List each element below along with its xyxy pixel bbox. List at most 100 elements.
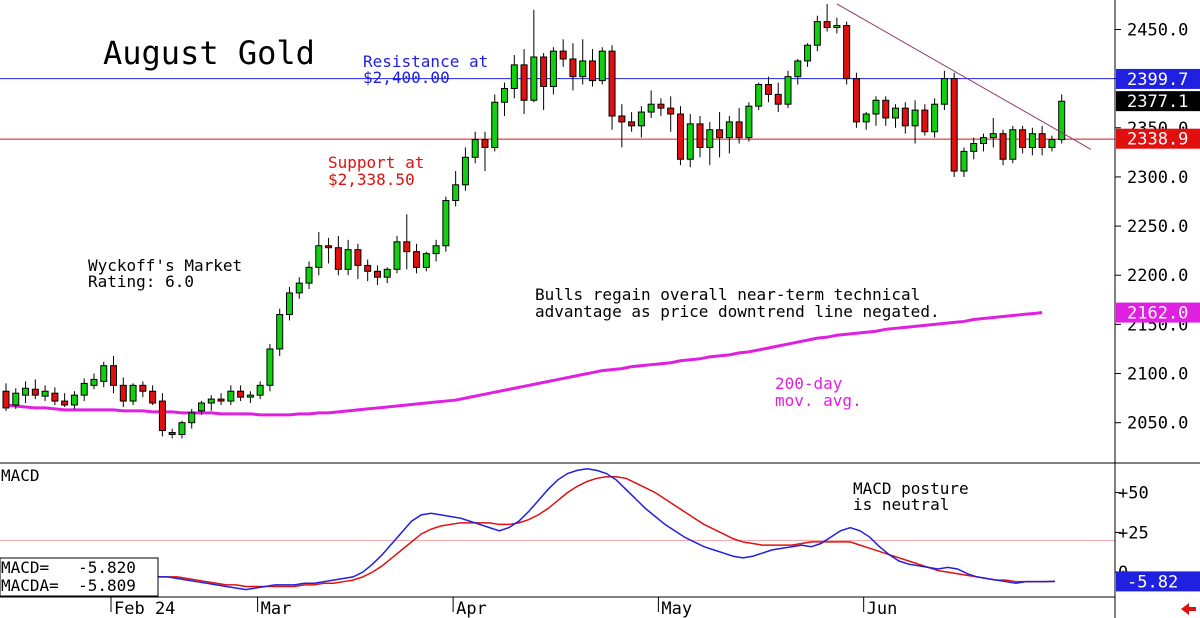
candle xyxy=(540,53,548,111)
candle xyxy=(422,251,430,272)
candle-body xyxy=(276,314,284,350)
price-tag-bg xyxy=(1116,91,1200,112)
resistance-label: Resistance at xyxy=(363,52,488,71)
candle xyxy=(51,387,59,405)
candle xyxy=(813,15,821,52)
candle xyxy=(872,96,880,126)
candle-body xyxy=(892,107,900,119)
candle-body xyxy=(442,200,450,247)
moving-average-layer xyxy=(5,311,1043,417)
candle-body xyxy=(950,78,958,172)
candle-body xyxy=(676,113,684,160)
candle-body xyxy=(41,390,49,397)
candle xyxy=(823,3,831,32)
candle-body xyxy=(589,60,596,82)
candle xyxy=(70,391,78,409)
candle xyxy=(110,355,118,394)
candle-body xyxy=(823,21,831,29)
candle xyxy=(559,39,567,67)
candle-body xyxy=(12,392,20,406)
candle-body xyxy=(764,84,772,95)
candle-body xyxy=(686,123,694,160)
candle xyxy=(256,381,264,400)
candle xyxy=(608,45,616,130)
price-tick-label: 2300.0 xyxy=(1127,168,1188,188)
rating-value: Rating: 6.0 xyxy=(88,272,194,291)
candle-body xyxy=(178,422,186,435)
candle-body xyxy=(530,56,538,101)
candle-body xyxy=(344,249,352,270)
candle xyxy=(960,147,968,177)
candle xyxy=(686,114,694,168)
rating-label: Wyckoff's Market xyxy=(88,256,242,275)
price-tag: 2399.7 xyxy=(1116,68,1200,90)
candle-body xyxy=(520,64,528,101)
candle-body xyxy=(540,56,548,88)
candle xyxy=(158,393,166,437)
candle-body xyxy=(334,247,342,270)
macd-panel: 0+25+50 MACD MACD posture is neutral MAC… xyxy=(0,466,1200,597)
candle xyxy=(745,102,753,142)
candle-body xyxy=(608,50,616,117)
candle xyxy=(442,196,450,252)
candle xyxy=(1019,125,1027,154)
macd-tag-bg xyxy=(1116,571,1200,592)
candle-body xyxy=(989,133,997,139)
candle-body xyxy=(198,402,205,412)
candle-body xyxy=(481,139,489,148)
candle xyxy=(471,131,479,164)
price-tag-label: 2162.0 xyxy=(1127,304,1188,324)
candle-body xyxy=(364,264,372,272)
candle xyxy=(549,47,557,95)
candle xyxy=(334,235,342,276)
candle xyxy=(100,361,108,388)
comment-line-1: Bulls regain overall near-term technical xyxy=(535,285,920,304)
candle-body xyxy=(168,432,176,435)
candle-body xyxy=(1019,129,1027,148)
macd-lines xyxy=(158,468,1056,591)
candle-body xyxy=(70,394,78,406)
candle xyxy=(931,98,939,138)
scroll-arrow-icon[interactable] xyxy=(1181,603,1196,615)
candle-body xyxy=(217,398,225,402)
support-label: Support at xyxy=(328,153,424,172)
candle-body xyxy=(119,384,127,402)
candles-layer xyxy=(2,3,1066,439)
macd-note-1: MACD posture xyxy=(853,479,969,498)
candle xyxy=(862,112,870,130)
candle-body xyxy=(413,251,421,268)
candle xyxy=(188,408,196,429)
candle xyxy=(774,82,782,113)
candle-body xyxy=(315,245,323,268)
resistance-value-label: $2,400.00 xyxy=(363,68,450,87)
candle xyxy=(12,388,20,409)
candle-body xyxy=(940,78,948,105)
candle-body xyxy=(1038,133,1046,148)
candle-body xyxy=(569,58,577,78)
candle-body xyxy=(325,245,333,249)
candle xyxy=(22,381,30,404)
candle xyxy=(794,58,802,85)
candle-body xyxy=(960,150,968,172)
candle-body xyxy=(657,103,665,109)
macd-tag-label: -5.82 xyxy=(1127,572,1178,592)
candle-body xyxy=(628,121,636,127)
macd-title: MACD xyxy=(1,466,40,485)
price-tick-label: 2100.0 xyxy=(1127,365,1188,385)
candle-body xyxy=(1009,129,1017,160)
candle xyxy=(598,47,606,85)
candle-body xyxy=(804,44,812,62)
candle-body xyxy=(256,384,264,396)
candle xyxy=(295,277,303,299)
candle xyxy=(589,49,596,87)
candle-body xyxy=(237,390,245,398)
candle xyxy=(1038,125,1046,156)
price-tick-label: 2050.0 xyxy=(1127,414,1188,434)
ma-label-2: mov. avg. xyxy=(775,391,862,410)
candle xyxy=(325,237,333,264)
candle xyxy=(892,104,900,128)
candle xyxy=(628,112,636,132)
candle xyxy=(491,94,499,152)
candle xyxy=(285,287,293,321)
